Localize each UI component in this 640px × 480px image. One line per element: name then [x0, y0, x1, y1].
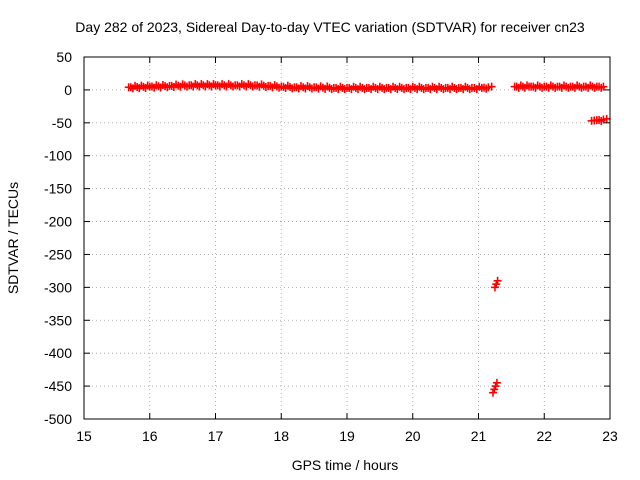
x-tick-label: 15: [76, 428, 92, 444]
y-tick-label: -450: [44, 378, 72, 394]
y-tick-label: -100: [44, 148, 72, 164]
y-tick-label: -250: [44, 246, 72, 262]
x-tick-label: 21: [471, 428, 487, 444]
y-tick-label: -500: [44, 411, 72, 427]
y-tick-label: -200: [44, 214, 72, 230]
x-tick-label: 19: [339, 428, 355, 444]
data-point: [599, 82, 608, 91]
x-tick-label: 18: [273, 428, 289, 444]
chart-title: Day 282 of 2023, Sidereal Day-to-day VTE…: [75, 19, 585, 35]
grid-layer: [84, 57, 610, 419]
x-tick-label: 23: [602, 428, 618, 444]
y-tick-label: 50: [56, 49, 72, 65]
data-point: [493, 276, 502, 285]
x-tick-label: 17: [208, 428, 224, 444]
data-point: [602, 114, 611, 123]
plot-frame: [83, 56, 611, 420]
data-point: [487, 82, 496, 91]
tick-layer: 15 16 17 18 19 20 21 22 23 50 0 -50 -100 -150 -200 -250…: [44, 49, 618, 444]
y-tick-label: -150: [44, 181, 72, 197]
y-tick-label: -50: [52, 115, 72, 131]
data-layer: [124, 80, 611, 397]
x-tick-label: 20: [405, 428, 421, 444]
y-axis-label: SDTVAR / TECUs: [5, 182, 21, 294]
y-tick-label: -350: [44, 312, 72, 328]
y-tick-label: -300: [44, 279, 72, 295]
x-axis-label: GPS time / hours: [292, 457, 399, 473]
y-tick-label: 0: [64, 82, 72, 98]
data-point: [492, 378, 501, 387]
x-tick-label: 16: [142, 428, 158, 444]
y-tick-label: -400: [44, 345, 72, 361]
x-tick-label: 22: [536, 428, 552, 444]
